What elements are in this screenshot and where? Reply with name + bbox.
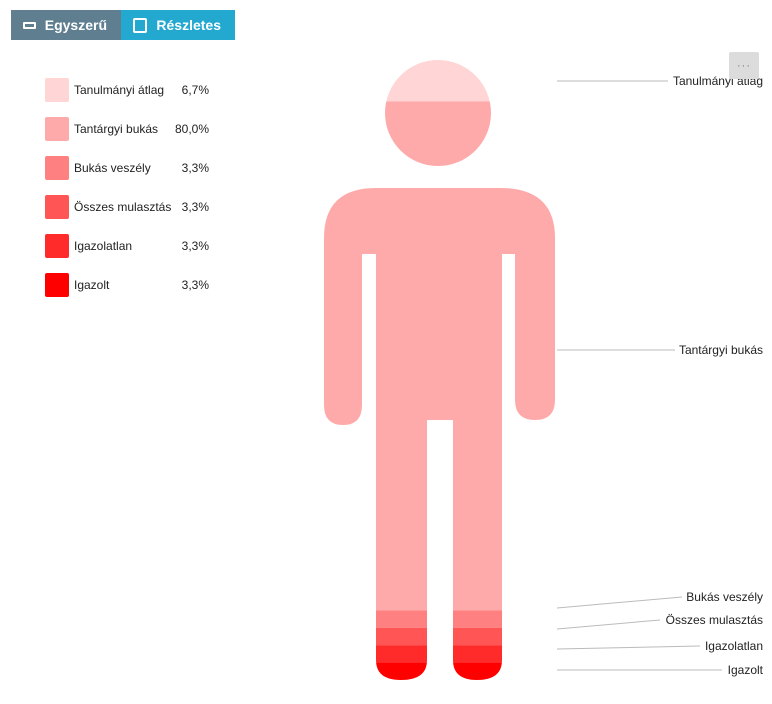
legend-swatch <box>45 156 69 180</box>
legend-swatch <box>45 273 69 297</box>
callout-label: Tantárgyi bukás <box>679 343 763 357</box>
legend-item[interactable]: Tantárgyi bukás 80,0% <box>45 117 215 143</box>
callout-line <box>556 619 661 630</box>
callout-label: Összes mulasztás <box>666 613 763 627</box>
legend-swatch <box>45 78 69 102</box>
callout-line <box>556 596 683 609</box>
callout-label: Igazolt <box>728 663 764 677</box>
person-fill-segment[interactable] <box>300 662 580 680</box>
legend-value: 80,0% <box>174 122 209 136</box>
detailed-view-button[interactable]: Részletes <box>121 10 235 40</box>
legend-value: 3,3% <box>181 161 209 175</box>
person-fill-segment[interactable] <box>300 610 580 628</box>
detailed-view-icon <box>133 17 148 33</box>
person-fill-segment[interactable] <box>300 60 580 102</box>
legend-label: Tantárgyi bukás <box>74 122 159 136</box>
chart-menu-button[interactable]: ··· <box>729 52 759 79</box>
legend-label: Igazolatlan <box>74 239 133 253</box>
detailed-view-label: Részletes <box>156 17 221 33</box>
legend-swatch <box>45 117 69 141</box>
more-icon: ··· <box>737 59 751 72</box>
simple-view-label: Egyszerű <box>44 17 107 33</box>
legend-item[interactable]: Tanulmányi átlag 6,7% <box>45 78 215 104</box>
legend-item[interactable]: Összes mulasztás 3,3% <box>45 195 215 221</box>
simple-view-icon <box>23 21 36 29</box>
legend-label: Összes mulasztás <box>74 200 172 214</box>
legend-value: 6,7% <box>181 83 209 97</box>
legend-label: Igazolt <box>74 278 110 292</box>
legend-swatch <box>45 195 69 219</box>
person-fill-segment[interactable] <box>300 188 580 611</box>
person-fill-segment[interactable] <box>300 101 580 168</box>
person-fill-segment[interactable] <box>300 627 580 646</box>
callout-line <box>556 645 701 650</box>
legend-value: 3,3% <box>181 239 209 253</box>
legend-label: Bukás veszély <box>74 161 151 175</box>
callout-label: Igazolatlan <box>705 639 763 653</box>
legend-item[interactable]: Igazolatlan 3,3% <box>45 234 215 260</box>
legend-swatch <box>45 234 69 258</box>
legend-item[interactable]: Bukás veszély 3,3% <box>45 156 215 182</box>
legend-value: 3,3% <box>181 200 209 214</box>
legend-value: 3,3% <box>181 278 209 292</box>
chart-legend: Tanulmányi átlag 6,7% Tantárgyi bukás 80,0%… <box>45 78 215 312</box>
person-fill-segment[interactable] <box>300 645 580 663</box>
view-toolbar: Egyszerű Részletes <box>11 10 235 40</box>
callout-label: Bukás veszély <box>686 590 763 604</box>
legend-label: Tanulmányi átlag <box>74 83 165 97</box>
legend-item[interactable]: Igazolt 3,3% <box>45 273 215 299</box>
simple-view-button[interactable]: Egyszerű <box>11 10 121 40</box>
